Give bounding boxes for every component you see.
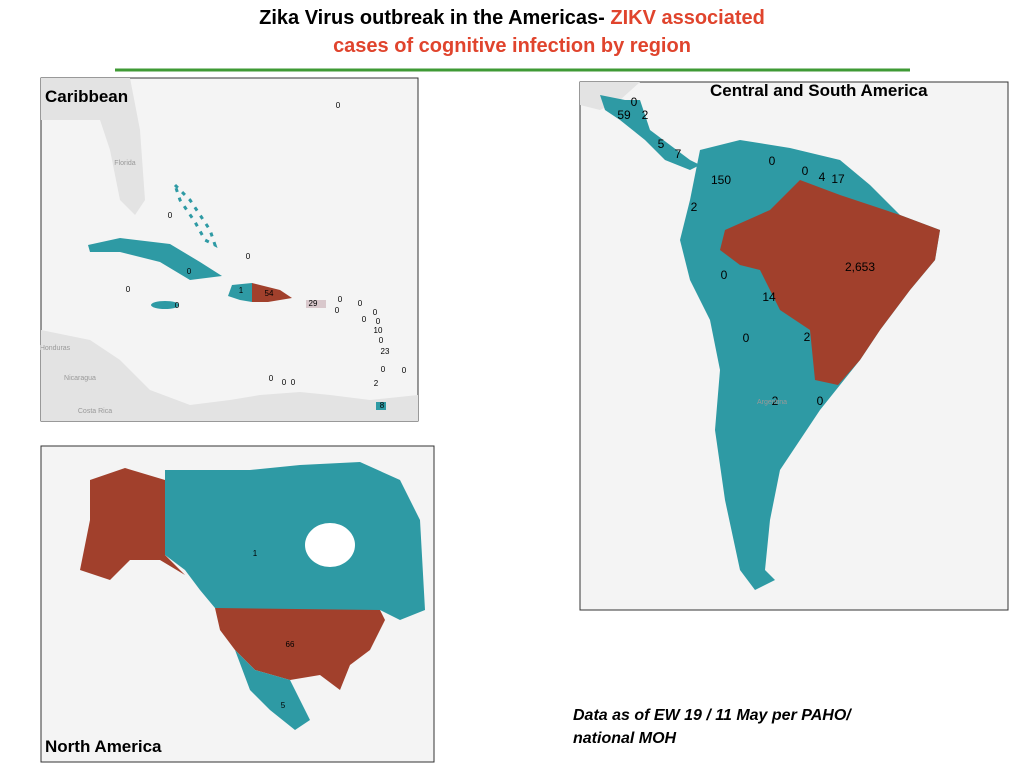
region-value: 10 <box>374 326 383 335</box>
region-value: 0 <box>376 317 381 326</box>
region-value: 1 <box>239 286 244 295</box>
region-value: 14 <box>762 290 776 304</box>
mexico <box>235 650 310 730</box>
region-value: 0 <box>336 101 341 110</box>
region-value: 4 <box>819 170 826 184</box>
region-value: 2 <box>772 394 779 408</box>
region-value: 0 <box>802 164 809 178</box>
region-value: 2 <box>804 330 811 344</box>
region-value: 5 <box>658 137 665 151</box>
basemap-label: Argentina <box>757 399 787 406</box>
title-line1: Zika Virus outbreak in the Americas- ZIK… <box>259 7 765 29</box>
basemap-label: Florida <box>114 160 136 167</box>
region-value: 0 <box>402 366 407 375</box>
bahamas <box>173 183 218 248</box>
basemap-label: Costa Rica <box>78 408 112 415</box>
region-value: 59 <box>617 108 631 122</box>
basemap-label: Nicaragua <box>64 375 96 382</box>
region-value: 0 <box>769 154 776 168</box>
title-black: Zika Virus outbreak in the Americas- <box>259 7 610 29</box>
region-value: 2,653 <box>845 260 875 274</box>
panel-title: North America <box>45 737 162 756</box>
region-value: 0 <box>291 378 296 387</box>
canada <box>165 462 425 625</box>
alaska <box>80 468 185 580</box>
region-value: 0 <box>246 252 251 261</box>
region-value: 0 <box>335 306 340 315</box>
jamaica <box>151 301 179 309</box>
puerto-rico <box>306 300 326 308</box>
region-value: 8 <box>380 401 385 410</box>
region-value: 0 <box>168 211 173 220</box>
haiti <box>228 283 252 302</box>
region-value: 0 <box>338 295 343 304</box>
north-america-map: North America <box>40 445 435 763</box>
region-value: 0 <box>282 378 287 387</box>
region-value: 0 <box>817 394 824 408</box>
panel-title: Central and South America <box>710 81 928 100</box>
region-value: 17 <box>831 172 845 186</box>
region-value: 0 <box>721 268 728 282</box>
dominican-republic <box>252 283 292 302</box>
title-line2: cases of cognitive infection by region <box>333 35 691 57</box>
region-value: 0 <box>373 308 378 317</box>
region-value: 0 <box>379 336 384 345</box>
region-value: 0 <box>743 331 750 345</box>
region-value: 0 <box>358 299 363 308</box>
region-value: 150 <box>711 173 731 187</box>
cuba <box>88 238 222 280</box>
panel-title: Caribbean <box>45 87 128 106</box>
land <box>41 330 418 421</box>
region-value: 0 <box>269 374 274 383</box>
region-value: 5 <box>281 701 286 710</box>
region-value: 66 <box>286 640 295 649</box>
region-value: 2 <box>642 108 649 122</box>
usa <box>215 608 385 690</box>
region-value: 0 <box>175 301 180 310</box>
footnote: national MOH <box>573 730 677 747</box>
csa-map: Central and South America <box>579 81 1009 611</box>
region-value: 2 <box>374 379 379 388</box>
central-america <box>600 95 700 170</box>
region-value: 7 <box>675 147 682 161</box>
title-red: ZIKV associated <box>610 7 765 29</box>
region-value: 0 <box>126 285 131 294</box>
brazil <box>720 180 940 385</box>
region-value: 29 <box>309 299 318 308</box>
region-value: 23 <box>381 347 390 356</box>
region-value: 0 <box>381 365 386 374</box>
region-value: 2 <box>691 200 698 214</box>
land <box>41 78 145 215</box>
trinidad <box>376 402 386 410</box>
hudson-bay <box>305 523 355 567</box>
footnote: Data as of EW 19 / 11 May per PAHO/ <box>573 707 852 724</box>
basemap-label: Honduras <box>40 345 71 352</box>
region-value: 0 <box>631 95 638 109</box>
region-value: 1 <box>253 549 258 558</box>
caribbean-map: Caribbean <box>40 77 419 422</box>
region-value: 0 <box>187 267 192 276</box>
region-value: 54 <box>265 289 274 298</box>
region-value: 0 <box>362 315 367 324</box>
land <box>580 82 640 110</box>
